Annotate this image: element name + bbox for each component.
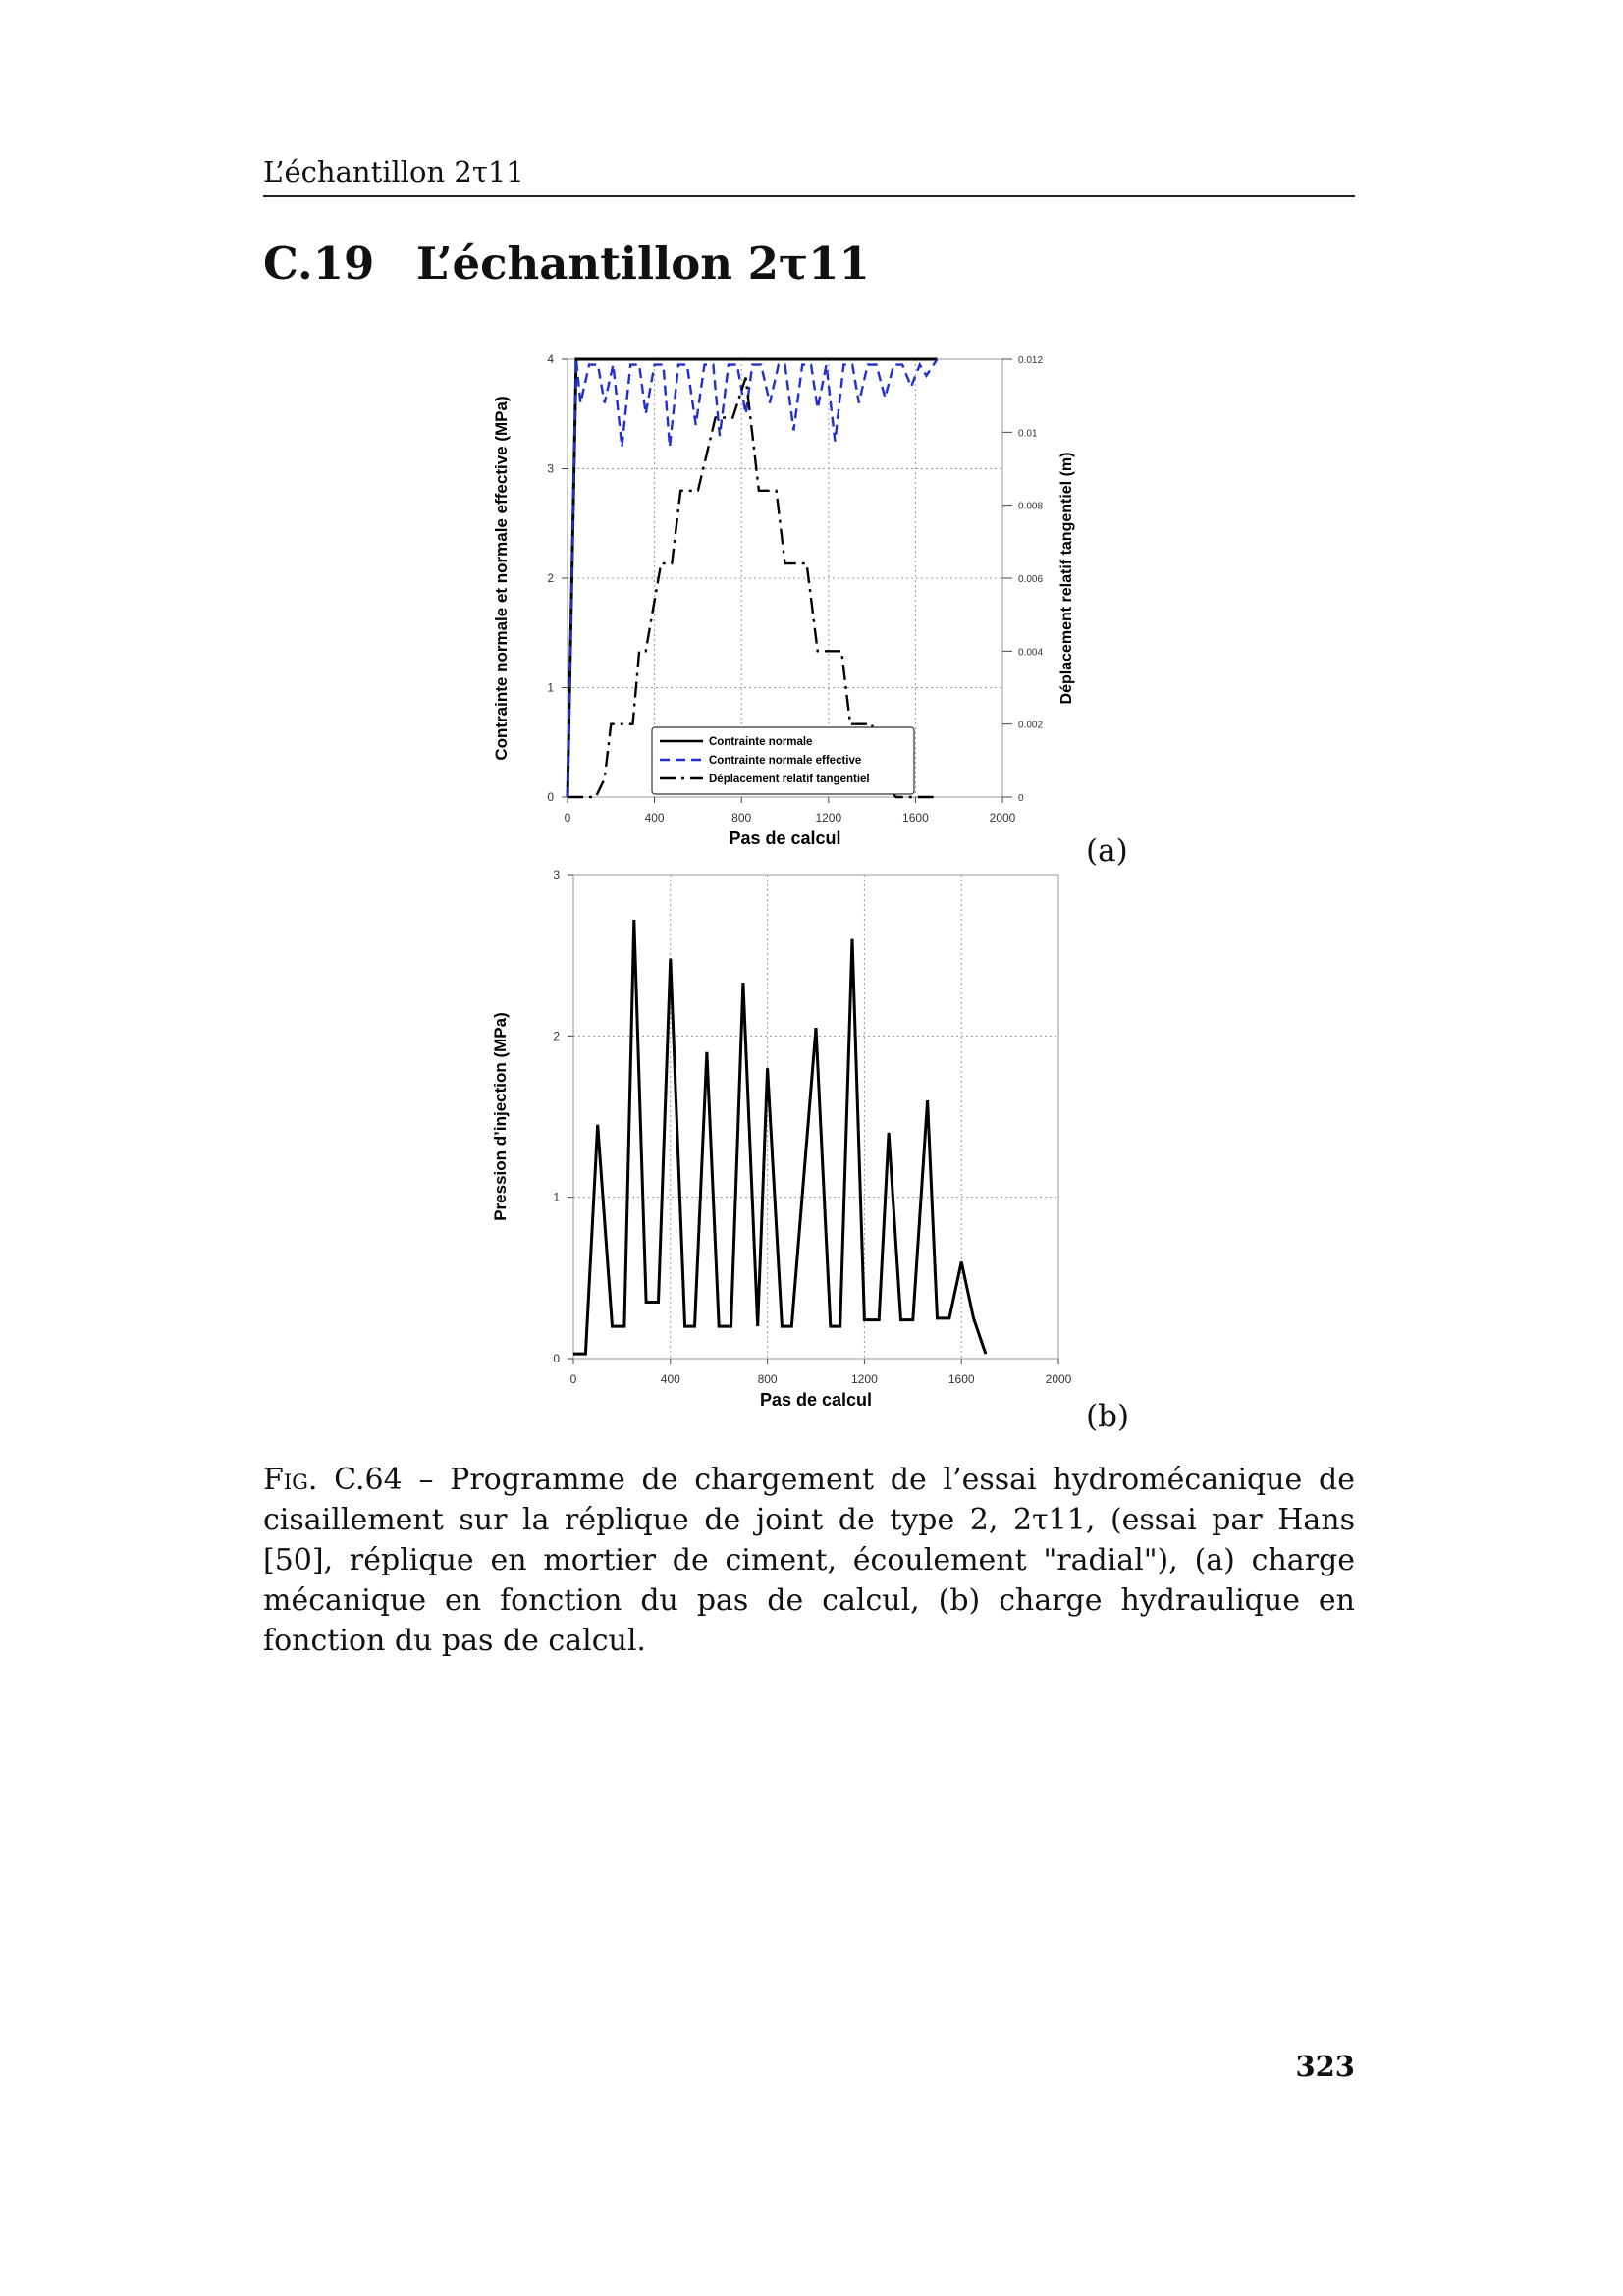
y-tick-label: 3 <box>553 868 560 881</box>
series-line-deplacement-relatif-tangentiel <box>568 377 938 799</box>
x-tick-label: 2000 <box>1046 1372 1072 1386</box>
x-tick-label: 1600 <box>948 1372 975 1386</box>
x-axis-label: Pas de calcul <box>729 828 840 848</box>
x-tick-label: 400 <box>645 811 665 825</box>
x-axis-label: Pas de calcul <box>760 1390 872 1410</box>
caption-text: – Programme de chargement de l’essai hyd… <box>263 1463 1355 1658</box>
y-tick-label: 3 <box>547 462 554 476</box>
y-tick-label: 2 <box>553 1029 560 1042</box>
y2-tick-label: 0.01 <box>1018 428 1038 439</box>
y-tick-label: 0 <box>553 1352 560 1365</box>
y2-tick-label: 0.008 <box>1018 502 1043 512</box>
figure-caption: Fig. C.64 – Programme de chargement de l… <box>263 1460 1355 1661</box>
y2-tick-label: 0.002 <box>1018 721 1043 731</box>
chart-a: 0 400 800 1200 1600 20000123400.0020.0040.006… <box>492 352 1075 848</box>
y2-tick-label: 0.006 <box>1018 574 1043 585</box>
x-tick-label: 1200 <box>851 1372 878 1386</box>
x-tick-label: 1600 <box>902 811 929 825</box>
panel-label-b: (b) <box>1086 1399 1130 1434</box>
legend-label: Contrainte normale effective <box>709 755 861 767</box>
y-axis-label: Pression d’injection (MPa) <box>491 1012 510 1221</box>
y-tick-label: 0 <box>547 790 554 804</box>
section-heading: C.19 L’échantillon 2τ11 <box>263 238 870 290</box>
y2-tick-label: 0 <box>1018 793 1024 804</box>
page-number: 323 <box>1295 2050 1355 2083</box>
y-axis-label: Contrainte normale et normale effective … <box>492 396 511 760</box>
section-title: L’échantillon 2τ11 <box>416 238 870 290</box>
y2-axis-label: Déplacement relatif tangentiel (m) <box>1058 453 1075 705</box>
y-tick-label: 1 <box>553 1191 560 1204</box>
y2-tick-label: 0.004 <box>1018 647 1043 658</box>
x-tick-label: 1200 <box>815 811 841 825</box>
panel-label-a: (a) <box>1086 833 1128 869</box>
x-tick-label: 800 <box>758 1372 778 1386</box>
header-rule <box>263 195 1355 197</box>
x-tick-label: 0 <box>570 1372 577 1386</box>
x-tick-label: 400 <box>661 1372 680 1386</box>
legend-box <box>651 726 915 795</box>
y-tick-label: 4 <box>547 352 554 366</box>
series-line-contrainte-normale-effective <box>566 358 939 798</box>
running-head: L’échantillon 2τ11 <box>263 155 524 188</box>
section-number: C.19 <box>263 238 375 290</box>
x-tick-label: 2000 <box>990 811 1016 825</box>
caption-label: Fig. C.64 <box>263 1463 403 1497</box>
y2-tick-label: 0.012 <box>1018 355 1043 366</box>
series-line-pression-injection <box>573 919 988 1356</box>
y-tick-label: 2 <box>547 571 554 585</box>
legend-label: Déplacement relatif tangentiel <box>709 774 870 785</box>
x-tick-label: 800 <box>731 811 751 825</box>
chart-b: 0 400 800 1200 1600 2000 0 1 2 3 Pas de calcul Pres… <box>491 868 1072 1410</box>
legend-label: Contrainte normale <box>709 736 812 748</box>
x-tick-label: 0 <box>565 811 571 825</box>
y-tick-label: 1 <box>547 681 554 695</box>
